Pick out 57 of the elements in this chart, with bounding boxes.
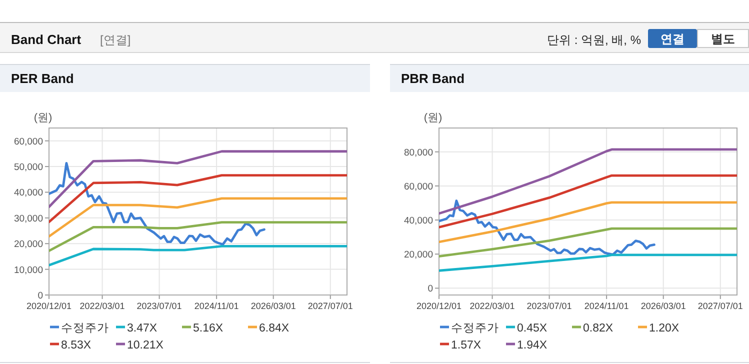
line-series — [439, 148, 737, 215]
line-series — [49, 162, 266, 246]
line-series — [49, 244, 347, 266]
text: 연결 — [660, 32, 684, 46]
y-tick-label: 60,000 — [14, 136, 43, 148]
x-tick-label: 2022/03/01 — [80, 301, 125, 311]
legend-label: 1.20X — [649, 322, 680, 334]
y-tick-label: 30,000 — [14, 213, 43, 224]
x-tick-label: 2026/03/01 — [250, 301, 296, 311]
line-series — [439, 227, 737, 258]
legend-label: 3.47X — [127, 322, 158, 334]
line-series — [439, 174, 737, 228]
legend-label: 8.53X — [61, 340, 92, 352]
legend-label: 수정주가 — [451, 322, 499, 334]
y-axis-title: (원) — [34, 112, 52, 124]
x-tick-label: 2027/07/01 — [698, 301, 743, 311]
line-series — [439, 200, 656, 256]
y-tick-label: 80,000 — [404, 147, 433, 158]
line-series — [49, 221, 347, 252]
y-tick-label: 50,000 — [14, 162, 43, 174]
legend-label: 1.57X — [451, 340, 482, 352]
y-tick-label: 60,000 — [404, 181, 433, 192]
text: Band Chart — [11, 32, 82, 47]
y-tick-label: 20,000 — [14, 239, 43, 250]
x-tick-label: 2023/07/01 — [526, 301, 572, 311]
text: 별도 — [711, 32, 735, 46]
line-series — [439, 254, 737, 272]
x-tick-label: 2022/03/01 — [470, 301, 515, 311]
text: 단위 : 억원, 배, % — [546, 33, 642, 47]
x-tick-label: 2024/11/01 — [584, 301, 629, 311]
x-tick-label: 2026/03/01 — [640, 301, 686, 311]
y-axis-title: (원) — [424, 112, 442, 124]
line-series — [439, 201, 737, 244]
legend-label: 6.84X — [259, 322, 290, 334]
legend-label: 0.82X — [583, 322, 614, 334]
x-tick-label: 2024/11/01 — [194, 301, 239, 311]
chart-title: PBR Band — [401, 71, 465, 86]
line-series — [49, 197, 347, 238]
legend-label: 0.45X — [517, 322, 548, 334]
y-tick-label: 40,000 — [404, 216, 433, 227]
chart-title: PER Band — [11, 71, 74, 86]
y-tick-label: 20,000 — [404, 250, 433, 261]
y-tick-label: 10,000 — [14, 264, 43, 276]
legend-label: 1.94X — [517, 340, 548, 352]
legend-label: 수정주가 — [61, 322, 109, 334]
x-tick-label: 2020/12/01 — [416, 301, 462, 311]
x-tick-label: 2023/07/01 — [136, 301, 182, 311]
line-series — [49, 174, 347, 224]
x-tick-label: 2020/12/01 — [26, 301, 72, 311]
y-tick-label: 40,000 — [14, 188, 43, 199]
line-series — [49, 150, 347, 208]
legend-label: 5.16X — [193, 322, 224, 334]
y-tick-label: 0 — [38, 290, 43, 302]
y-tick-label: 0 — [428, 284, 433, 295]
x-tick-label: 2027/07/01 — [308, 301, 353, 311]
legend-label: 10.21X — [127, 340, 164, 352]
text: [연결] — [100, 33, 131, 47]
